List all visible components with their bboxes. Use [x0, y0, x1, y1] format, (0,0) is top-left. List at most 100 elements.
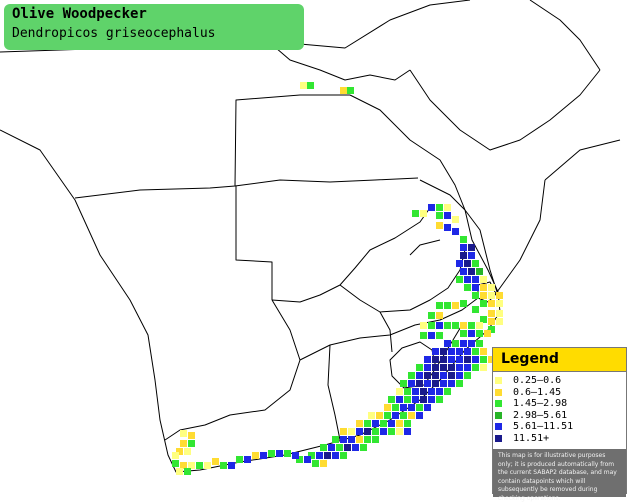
occurrence-cell: [172, 460, 179, 467]
occurrence-cell: [404, 396, 411, 403]
occurrence-cell: [180, 430, 187, 437]
legend-panel: Legend 0.25–0.6 0.6–1.45 1.45–2.98 2.98–…: [492, 347, 627, 502]
occurrence-cell: [392, 404, 399, 411]
occurrence-cell: [428, 322, 435, 329]
occurrence-cell: [460, 322, 467, 329]
occurrence-cell: [440, 364, 447, 371]
occurrence-cell: [308, 452, 315, 459]
legend-entry: 0.25–0.6: [493, 375, 626, 387]
legend-swatch: [495, 423, 502, 431]
occurrence-cell: [468, 340, 475, 347]
occurrence-cell: [180, 462, 187, 469]
occurrence-cell: [184, 468, 191, 475]
occurrence-cell: [480, 276, 487, 283]
occurrence-cell: [448, 380, 455, 387]
occurrence-cell: [460, 300, 467, 307]
occurrence-cell: [428, 312, 435, 319]
occurrence-cell: [480, 364, 487, 371]
occurrence-cell: [472, 364, 479, 371]
occurrence-cell: [204, 462, 211, 469]
occurrence-cell: [428, 204, 435, 211]
occurrence-cell: [464, 284, 471, 291]
occurrence-cell: [472, 284, 479, 291]
occurrence-cell: [496, 300, 503, 307]
occurrence-cell: [456, 356, 463, 363]
occurrence-cell: [312, 460, 319, 467]
legend-entry: 5.61–11.51: [493, 421, 626, 433]
occurrence-cell: [352, 444, 359, 451]
occurrence-cell: [452, 216, 459, 223]
occurrence-cell: [460, 244, 467, 251]
occurrence-cell: [468, 330, 475, 337]
species-common-name: Olive Woodpecker: [12, 6, 147, 22]
occurrence-cell: [372, 420, 379, 427]
occurrence-cell: [440, 380, 447, 387]
occurrence-cell: [404, 388, 411, 395]
occurrence-cell: [307, 82, 314, 89]
occurrence-cell: [468, 322, 475, 329]
occurrence-cell: [400, 412, 407, 419]
occurrence-cell: [347, 87, 354, 94]
occurrence-cell: [444, 302, 451, 309]
occurrence-cell: [236, 456, 243, 463]
occurrence-cell: [464, 372, 471, 379]
occurrence-cell: [476, 340, 483, 347]
occurrence-cell: [488, 300, 495, 307]
occurrence-cell: [340, 428, 347, 435]
occurrence-cell: [436, 322, 443, 329]
legend-entry: 1.45–2.98: [493, 398, 626, 410]
occurrence-cell: [340, 452, 347, 459]
occurrence-cell: [328, 444, 335, 451]
occurrence-cell: [420, 322, 427, 329]
occurrence-cell: [304, 456, 311, 463]
legend-swatch: [495, 388, 502, 396]
legend-entry: 2.98–5.61: [493, 410, 626, 422]
occurrence-cell: [448, 364, 455, 371]
occurrence-cell: [488, 292, 495, 299]
occurrence-cell: [436, 302, 443, 309]
occurrence-cell: [412, 396, 419, 403]
occurrence-cell: [424, 372, 431, 379]
occurrence-cell: [448, 372, 455, 379]
occurrence-cell: [440, 356, 447, 363]
occurrence-cell: [228, 462, 235, 469]
occurrence-cell: [340, 436, 347, 443]
occurrence-cell: [344, 444, 351, 451]
occurrence-cell: [408, 412, 415, 419]
occurrence-cell: [476, 322, 483, 329]
occurrence-cell: [496, 310, 503, 317]
occurrence-cell: [176, 448, 183, 455]
occurrence-cell: [480, 348, 487, 355]
occurrence-cell: [364, 436, 371, 443]
occurrence-cell: [448, 356, 455, 363]
occurrence-cell: [372, 428, 379, 435]
occurrence-cell: [380, 428, 387, 435]
occurrence-cell: [416, 404, 423, 411]
occurrence-cell: [404, 420, 411, 427]
occurrence-cell: [476, 330, 483, 337]
occurrence-cell: [452, 228, 459, 235]
occurrence-cell: [428, 332, 435, 339]
occurrence-cell: [412, 388, 419, 395]
occurrence-cell: [464, 356, 471, 363]
occurrence-cell: [212, 458, 219, 465]
occurrence-cell: [436, 222, 443, 229]
occurrence-cell: [260, 452, 267, 459]
occurrence-cell: [432, 372, 439, 379]
occurrence-cell: [468, 244, 475, 251]
occurrence-cell: [444, 388, 451, 395]
occurrence-cell: [180, 440, 187, 447]
occurrence-cell: [444, 340, 451, 347]
occurrence-cell: [488, 326, 495, 333]
legend-disclaimer: This map is for illustrative purposes on…: [493, 449, 626, 502]
occurrence-cell: [448, 348, 455, 355]
occurrence-cell: [388, 396, 395, 403]
occurrence-cell: [336, 444, 343, 451]
occurrence-cell: [436, 212, 443, 219]
legend-entry: 0.6–1.45: [493, 387, 626, 399]
occurrence-cell: [468, 252, 475, 259]
occurrence-cell: [440, 348, 447, 355]
legend-swatch: [495, 400, 502, 408]
occurrence-cell: [472, 348, 479, 355]
